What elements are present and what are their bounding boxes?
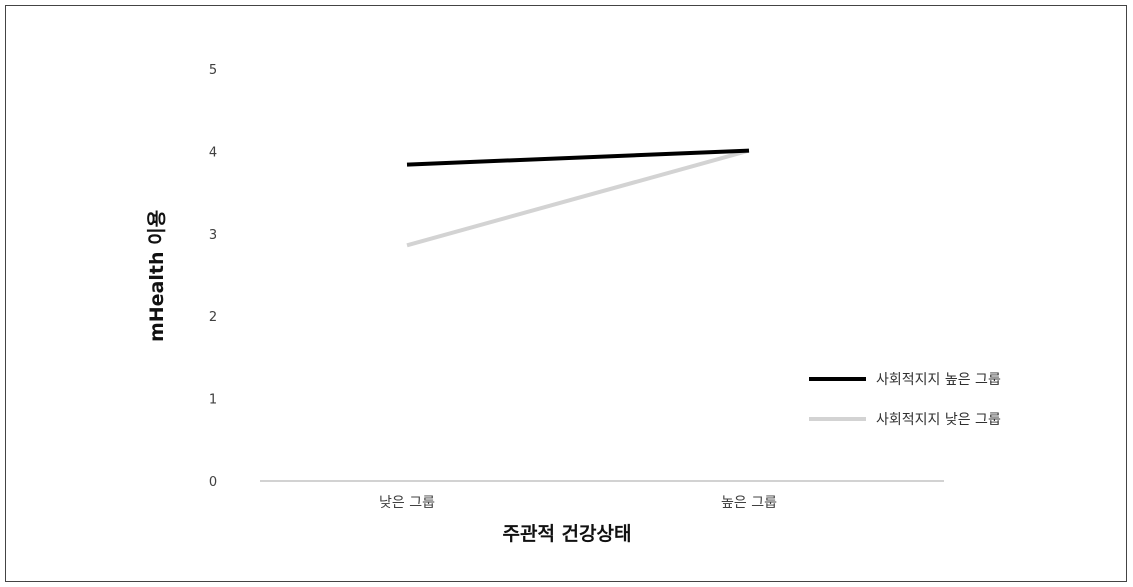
y-axis-title: mHealth 이용 <box>146 210 168 342</box>
series-lines <box>406 148 750 248</box>
legend-item: 사회적지지 낮은 그룹 <box>809 412 1001 428</box>
x-axis-title: 주관적 건강상태 <box>503 523 632 545</box>
series-line-1 <box>406 148 750 167</box>
y-tick-label: 2 <box>209 310 217 325</box>
y-tick-label: 4 <box>209 145 217 160</box>
y-tick-label: 0 <box>209 475 217 490</box>
x-tick-label: 높은 그룹 <box>721 495 777 511</box>
legend-item: 사회적지지 높은 그룹 <box>809 372 1001 388</box>
y-tick-label: 1 <box>209 393 217 408</box>
y-tick-label: 3 <box>209 228 217 243</box>
chart-frame <box>5 5 1127 582</box>
y-axis-ticks: 0 1 2 3 4 5 <box>209 63 217 490</box>
legend-label: 사회적지지 낮은 그룹 <box>876 412 1001 428</box>
series-line-2 <box>406 148 750 248</box>
x-axis-ticks: 낮은 그룹 높은 그룹 <box>379 495 777 511</box>
x-tick-label: 낮은 그룹 <box>379 495 435 511</box>
y-tick-label: 5 <box>209 63 217 78</box>
legend-label: 사회적지지 높은 그룹 <box>876 372 1001 388</box>
